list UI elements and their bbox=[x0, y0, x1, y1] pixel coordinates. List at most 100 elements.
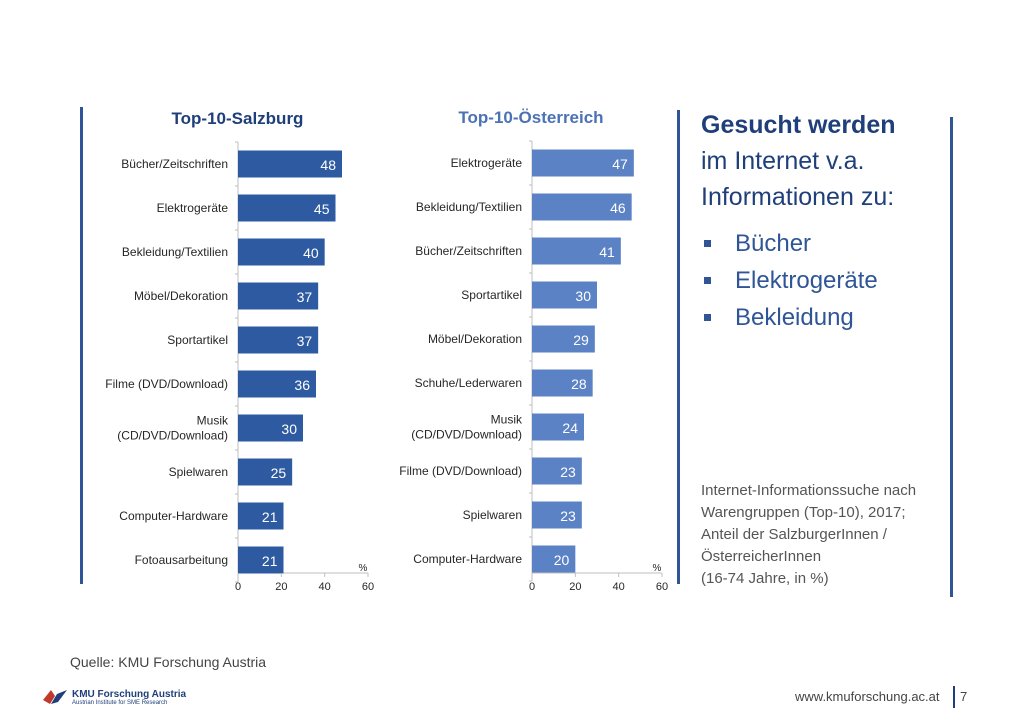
x-tick-label: 60 bbox=[656, 581, 668, 593]
bar bbox=[532, 149, 634, 177]
footer-separator bbox=[953, 686, 955, 708]
bar bbox=[532, 545, 576, 573]
data-label: 41 bbox=[599, 244, 615, 260]
bar bbox=[238, 370, 316, 398]
bar bbox=[238, 414, 303, 442]
bar bbox=[532, 501, 582, 529]
category-label: Musik (CD/DVD/Download) bbox=[411, 413, 523, 442]
chart-title-oesterreich: Top-10-Österreich bbox=[458, 108, 604, 127]
bar bbox=[238, 282, 319, 310]
side-title-line2: im Internet v.a. bbox=[701, 147, 865, 175]
chart-title-salzburg: Top-10-Salzburg bbox=[171, 109, 304, 128]
bar bbox=[532, 237, 621, 265]
category-label: Bekleidung/Textilien bbox=[122, 245, 228, 259]
category-label: Bücher/Zeitschriften bbox=[415, 244, 522, 258]
logo-text: KMU Forschung Austria Austrian Institute… bbox=[72, 689, 186, 706]
category-label: Filme (DVD/Download) bbox=[399, 464, 522, 478]
bar bbox=[532, 369, 593, 397]
data-label: 37 bbox=[297, 289, 313, 305]
logo-line1: KMU Forschung Austria bbox=[72, 688, 187, 700]
bar bbox=[238, 458, 293, 486]
data-label: 30 bbox=[575, 288, 591, 304]
category-label: Fotoausarbeitung bbox=[135, 553, 228, 567]
data-label: 29 bbox=[573, 332, 589, 348]
category-label: Computer-Hardware bbox=[413, 552, 522, 566]
category-label: Elektrogeräte bbox=[157, 201, 229, 215]
category-label: Möbel/Dekoration bbox=[428, 332, 522, 346]
square-bullet-icon bbox=[704, 277, 711, 284]
data-label: 20 bbox=[554, 552, 570, 568]
square-bullet-icon bbox=[704, 314, 711, 321]
category-label: Sportartikel bbox=[461, 288, 522, 302]
page-number: 7 bbox=[960, 689, 968, 704]
bar bbox=[532, 457, 582, 485]
kmu-logo: KMU Forschung Austria Austrian Institute… bbox=[42, 686, 186, 708]
bar bbox=[532, 193, 632, 221]
data-label: 25 bbox=[271, 465, 287, 481]
left-accent-bar bbox=[80, 107, 83, 584]
data-label: 24 bbox=[562, 420, 578, 436]
data-label: 23 bbox=[560, 464, 576, 480]
category-label: Spielwaren bbox=[169, 465, 228, 479]
data-label: 40 bbox=[303, 245, 319, 261]
chart-note: Internet-Informationssuche nach Warengru… bbox=[701, 480, 941, 590]
note-line: Warengruppen (Top-10), 2017; bbox=[701, 504, 906, 521]
x-tick-label: 20 bbox=[275, 581, 287, 593]
side-title-bold: Gesucht werden bbox=[701, 111, 896, 139]
data-label: 45 bbox=[314, 201, 330, 217]
data-label: 28 bbox=[571, 376, 587, 392]
category-label: Musik (CD/DVD/Download) bbox=[117, 414, 229, 443]
category-label: Möbel/Dekoration bbox=[134, 289, 228, 303]
x-tick-label: 0 bbox=[235, 581, 241, 593]
data-label: 36 bbox=[294, 377, 310, 393]
bar bbox=[238, 150, 342, 178]
x-tick-label: 20 bbox=[569, 581, 581, 593]
bar bbox=[532, 413, 584, 441]
bullet-item: Elektrogeräte bbox=[704, 262, 878, 299]
data-label: 30 bbox=[281, 421, 297, 437]
x-tick-label: 60 bbox=[362, 581, 374, 593]
side-title: Gesucht werden im Internet v.a. Informat… bbox=[701, 107, 951, 215]
x-tick-label: 0 bbox=[529, 581, 535, 593]
bar bbox=[238, 502, 284, 530]
data-label: 21 bbox=[262, 553, 278, 569]
category-label: Schuhe/Lederwaren bbox=[415, 376, 522, 390]
x-tick-label: 40 bbox=[613, 581, 625, 593]
bar bbox=[532, 325, 595, 353]
x-axis-unit: % bbox=[359, 563, 368, 574]
note-line: Anteil der SalzburgerInnen / bbox=[701, 526, 887, 543]
bar bbox=[238, 326, 319, 354]
category-label: Elektrogeräte bbox=[451, 156, 523, 170]
middle-accent-bar bbox=[677, 110, 680, 584]
category-label: Sportartikel bbox=[167, 333, 228, 347]
x-axis-unit: % bbox=[653, 563, 662, 574]
note-line: ÖsterreicherInnen bbox=[701, 548, 822, 565]
note-line: Internet-Informationssuche nach bbox=[701, 482, 917, 499]
bar bbox=[532, 281, 597, 309]
data-label: 47 bbox=[612, 156, 628, 172]
bullet-list: Bücher Elektrogeräte Bekleidung bbox=[704, 225, 878, 336]
category-label: Filme (DVD/Download) bbox=[105, 377, 228, 391]
category-label: Spielwaren bbox=[463, 508, 522, 522]
data-label: 21 bbox=[262, 509, 278, 525]
bullet-label: Bücher bbox=[735, 229, 812, 257]
bar bbox=[238, 238, 325, 266]
square-bullet-icon bbox=[704, 240, 711, 247]
bar bbox=[238, 546, 284, 574]
logo-line2: Austrian Institute for SME Research bbox=[72, 699, 168, 706]
right-accent-bar bbox=[950, 117, 953, 597]
source-note: Quelle: KMU Forschung Austria bbox=[70, 654, 267, 670]
category-label: Bekleidung/Textilien bbox=[416, 200, 522, 214]
data-label: 23 bbox=[560, 508, 576, 524]
note-line: (16-74 Jahre, in %) bbox=[701, 570, 829, 587]
side-title-line3: Informationen zu: bbox=[701, 183, 895, 211]
category-label: Computer-Hardware bbox=[119, 509, 228, 523]
bullet-item: Bücher bbox=[704, 225, 878, 262]
logo-mark-icon bbox=[43, 690, 67, 704]
data-label: 37 bbox=[297, 333, 313, 349]
website-link[interactable]: www.kmuforschung.ac.at bbox=[795, 689, 940, 704]
category-label: Bücher/Zeitschriften bbox=[121, 157, 228, 171]
bullet-label: Bekleidung bbox=[735, 303, 854, 331]
